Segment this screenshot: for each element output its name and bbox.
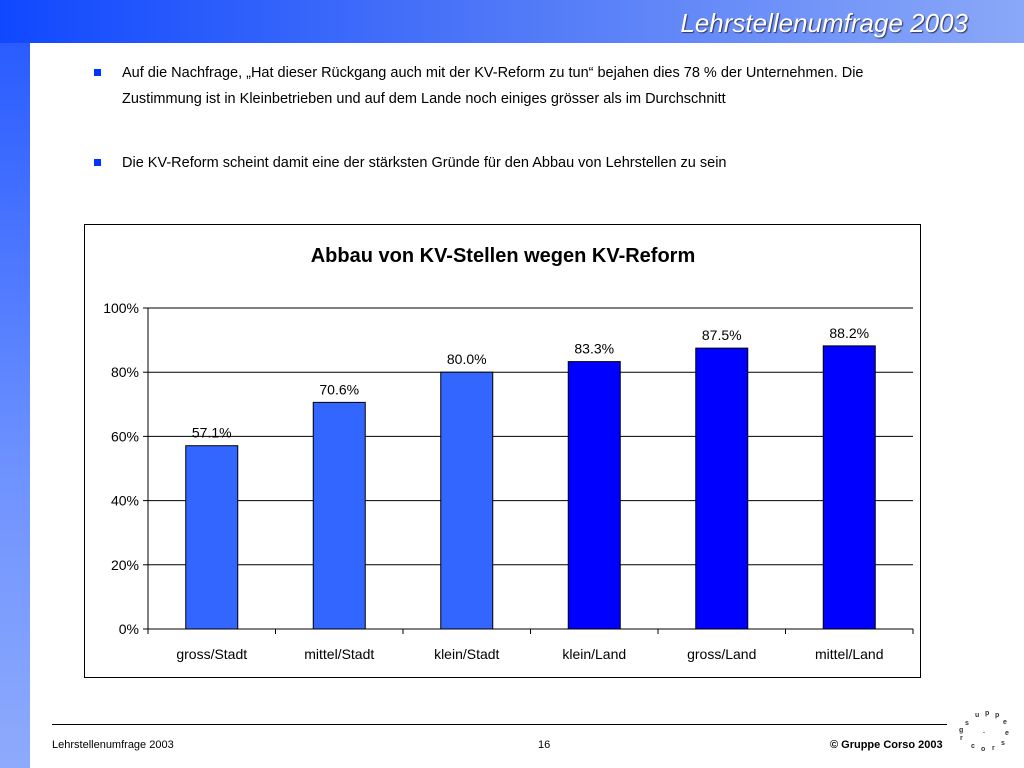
bar-mittel-land (822, 345, 876, 630)
x-tick-label: mittel/Stadt (304, 646, 374, 662)
bullet-square-icon (94, 69, 101, 76)
bar-mittel-stadt (312, 401, 366, 630)
svg-text:p: p (985, 710, 989, 717)
data-label: 70.6% (319, 381, 359, 397)
bullet-square-icon (94, 159, 101, 166)
header-bar (0, 0, 1024, 43)
x-tick-label: klein/Land (562, 646, 626, 662)
svg-text:e: e (1003, 719, 1007, 726)
data-label: 57.1% (192, 425, 232, 441)
svg-text:s: s (1001, 740, 1005, 747)
svg-text:c: c (971, 743, 975, 750)
y-tick-label: 80% (111, 364, 139, 380)
bullet-1: Auf die Nachfrage, „Hat dieser Rückgang … (94, 60, 894, 112)
left-accent-bar (0, 43, 30, 768)
y-tick-label: 0% (119, 621, 139, 637)
x-tick-label: gross/Land (687, 646, 756, 662)
y-tick-label: 60% (111, 428, 139, 444)
data-label: 83.3% (574, 341, 614, 357)
bar-chart: Abbau von KV-Stellen wegen KV-Reform 0% 2… (103, 245, 914, 662)
x-tick-label: mittel/Land (815, 646, 883, 662)
svg-text:.: . (983, 728, 985, 735)
svg-text:u: u (975, 712, 979, 719)
svg-text:r: r (960, 735, 963, 742)
bar-gross-stadt (185, 445, 239, 630)
data-label: 88.2% (829, 325, 869, 341)
bar-klein-stadt (440, 371, 494, 630)
page-number: 16 (538, 739, 551, 751)
chart-frame: Abbau von KV-Stellen wegen KV-Reform 0% 2… (84, 224, 921, 678)
svg-text:p: p (995, 712, 999, 719)
svg-text:g: g (959, 727, 963, 734)
svg-text:r: r (992, 745, 995, 752)
copyright: © Gruppe Corso 2003 (830, 739, 943, 751)
bar-gross-land (695, 347, 749, 630)
bullet-2: Die KV-Reform scheint damit eine der stä… (94, 150, 894, 176)
svg-text:e: e (1005, 730, 1009, 737)
chart-title: Abbau von KV-Stellen wegen KV-Reform (311, 245, 696, 267)
y-tick-label: 20% (111, 557, 139, 573)
y-tick-label: 40% (111, 493, 139, 509)
svg-text:o: o (981, 746, 985, 753)
footer-left: Lehrstellenumfrage 2003 (52, 739, 174, 751)
data-label: 80.0% (447, 351, 487, 367)
y-tick-label: 100% (103, 300, 139, 316)
data-label: 87.5% (702, 327, 742, 343)
footer-divider (52, 724, 947, 725)
x-tick-label: gross/Stadt (176, 646, 247, 662)
slide-title: Lehrstellenumfrage 2003 (680, 8, 968, 38)
x-tick-label: klein/Stadt (434, 646, 499, 662)
bar-klein-land (567, 361, 621, 630)
svg-text:s: s (965, 720, 969, 727)
